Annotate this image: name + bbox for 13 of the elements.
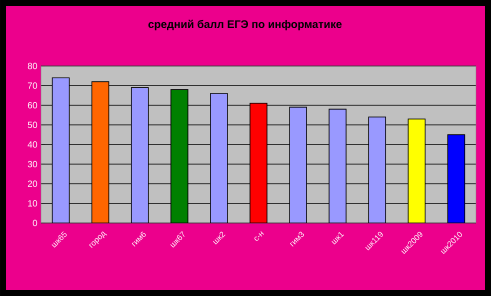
y-tick-label: 20 [28,180,38,187]
y-tick-label: 30 [28,160,38,168]
chart-title: средний балл ЕГЭ по информатике [148,20,342,30]
y-tick-label: 80 [28,62,38,70]
y-tick-label: 70 [28,82,38,89]
x-tick-label: с-н [254,231,264,241]
x-tick-label: шк1 [332,232,344,244]
y-tick-label: 60 [28,102,38,108]
y-tick-label: 10 [28,200,38,207]
x-tick-label: шк2 [212,232,226,245]
y-tick-label: 40 [28,141,38,148]
y-tick-label: 50 [28,122,38,128]
y-tick-label: 0 [32,220,38,226]
